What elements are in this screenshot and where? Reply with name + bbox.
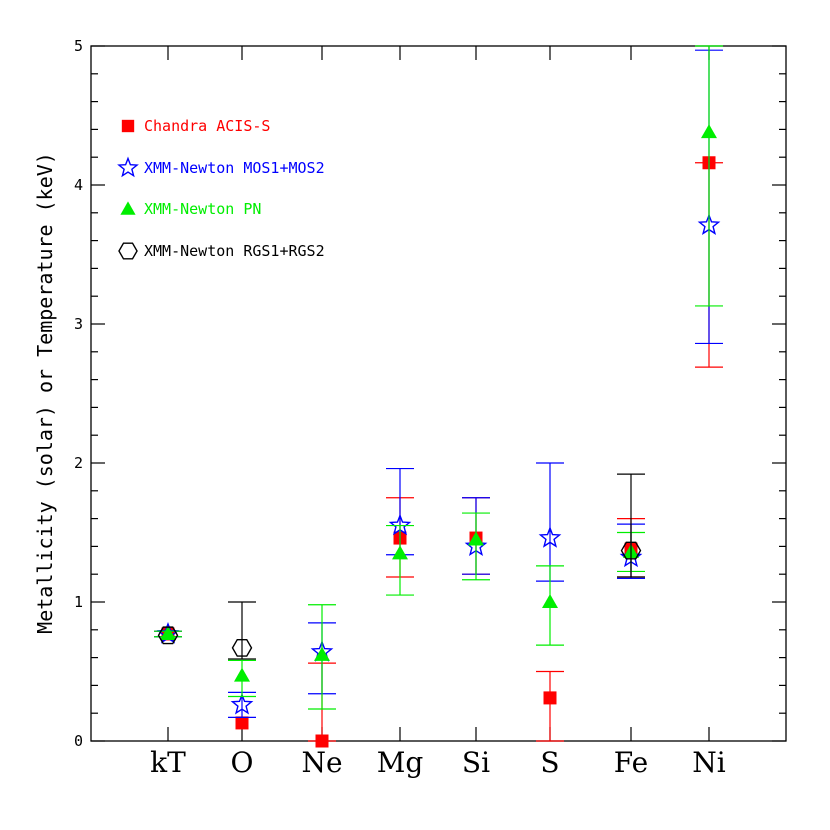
legend-label: XMM-Newton PN <box>144 200 261 218</box>
legend-marker <box>118 242 138 260</box>
x-category-label: S <box>540 746 559 779</box>
y-axis-title: Metallicity (solar) or Temperature (keV) <box>33 152 57 634</box>
legend-label: XMM-Newton MOS1+MOS2 <box>144 159 325 177</box>
legend-marker <box>121 119 135 133</box>
y-tick-label: 5 <box>74 37 83 55</box>
data-point <box>538 526 562 548</box>
x-category-label: O <box>231 746 254 779</box>
x-category-label: Ne <box>301 746 342 779</box>
legend-marker <box>120 201 136 215</box>
x-category-label: Si <box>462 746 490 779</box>
data-point <box>315 734 329 748</box>
series-xmm-newton-rgs1-rgs2 <box>157 473 645 660</box>
data-point <box>160 625 176 640</box>
x-category-label: kT <box>150 746 186 779</box>
data-point <box>157 626 179 645</box>
y-tick-label: 3 <box>74 315 83 333</box>
x-category-label: Mg <box>377 746 424 779</box>
legend-label: XMM-Newton RGS1+RGS2 <box>144 242 325 260</box>
plot-frame <box>90 45 787 742</box>
y-tick-label: 1 <box>74 593 83 611</box>
data-point <box>235 716 249 730</box>
data-point <box>392 545 408 560</box>
y-tick-label: 2 <box>74 454 83 472</box>
x-category-label: Ni <box>692 746 726 779</box>
data-point <box>234 667 250 682</box>
legend: Chandra ACIS-S XMM-Newton MOS1+MOS2 XMM-Ne… <box>117 117 325 260</box>
series-xmm-newton-mos1-mos2 <box>154 49 723 718</box>
data-point <box>543 691 557 705</box>
data-point <box>468 531 484 546</box>
x-axis-category-labels: kT O Ne Mg Si S Fe Ni <box>150 46 726 779</box>
y-axis-ticks: 0 1 2 3 4 5 <box>74 37 786 750</box>
data-point <box>230 692 254 715</box>
plot-area <box>154 45 723 748</box>
series-xmm-newton-pn <box>154 45 723 710</box>
data-point <box>701 124 717 139</box>
y-tick-label: 4 <box>74 176 83 194</box>
data-point <box>231 638 253 657</box>
data-point <box>620 541 642 560</box>
y-tick-label: 0 <box>74 732 83 750</box>
axes-frame <box>90 45 787 742</box>
data-point <box>314 646 330 661</box>
x-category-label: Fe <box>614 746 648 779</box>
legend-marker <box>117 156 139 178</box>
legend-label: Chandra ACIS-S <box>144 117 270 135</box>
data-point <box>542 594 558 608</box>
